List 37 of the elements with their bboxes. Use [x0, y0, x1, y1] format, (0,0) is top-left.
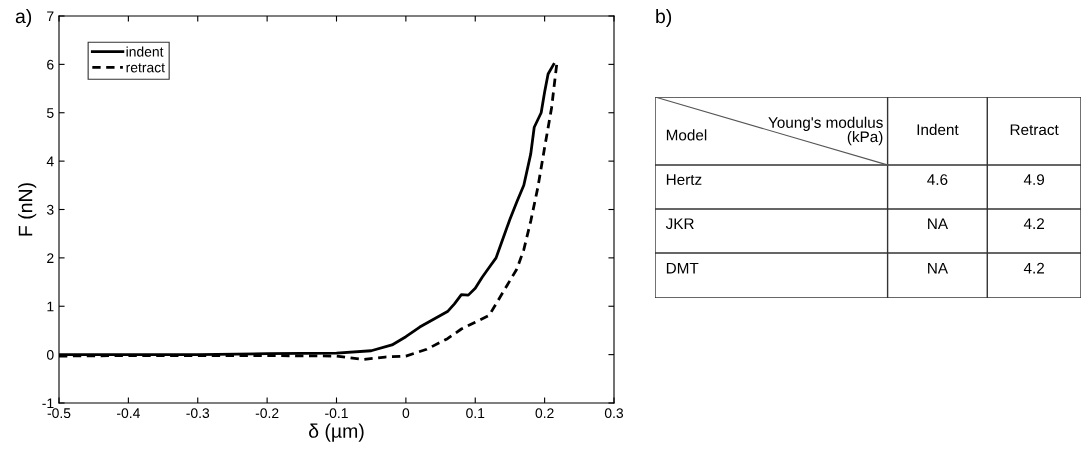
- chart-title: a): [15, 8, 32, 28]
- text: NA: [928, 262, 949, 274]
- y-tick-label: 4: [46, 156, 54, 167]
- y-tick-label: 5: [46, 108, 54, 118]
- y-tick-label: 6: [47, 59, 54, 70]
- y-tick-label: 1: [47, 301, 54, 312]
- y-tick-label: 0: [46, 349, 54, 360]
- x-tick-label: -0.1: [325, 408, 348, 419]
- y-tick-label: -1: [42, 398, 54, 409]
- text: DMT: [666, 262, 699, 274]
- text: JKR: [665, 218, 694, 230]
- x-tick-label: 0: [402, 408, 410, 419]
- text: NA: [928, 218, 949, 229]
- text: 4.2: [1023, 218, 1044, 229]
- text: Indent: [917, 123, 959, 136]
- text: Retract: [1010, 124, 1059, 136]
- x-tick-label: -0.4: [117, 408, 140, 419]
- legend-label: indent: [126, 46, 164, 57]
- text: b): [656, 8, 672, 28]
- x-axis-title: δ (µm): [309, 423, 364, 442]
- text: Hertz: [666, 174, 702, 186]
- y-tick-label: 2: [47, 253, 54, 263]
- x-tick-label: -0.2: [255, 408, 279, 419]
- y-axis-title: F (nN): [18, 183, 37, 236]
- y-tick-label: 7: [47, 11, 54, 22]
- x-tick-label: 0.2: [535, 408, 554, 419]
- text: 4.6: [927, 174, 948, 186]
- text: 4.9: [1023, 174, 1045, 186]
- legend-label: retract: [126, 63, 165, 73]
- x-tick-label: -0.5: [47, 408, 71, 419]
- x-tick-label: 0.1: [466, 408, 485, 419]
- x-tick-label: -0.3: [186, 408, 210, 419]
- text: 4.2: [1023, 262, 1044, 274]
- text: Young's modulus (kPa): [768, 116, 883, 146]
- y-tick-label: 3: [46, 204, 54, 215]
- x-tick-label: 0.3: [604, 408, 624, 419]
- text: Model: [666, 129, 707, 141]
